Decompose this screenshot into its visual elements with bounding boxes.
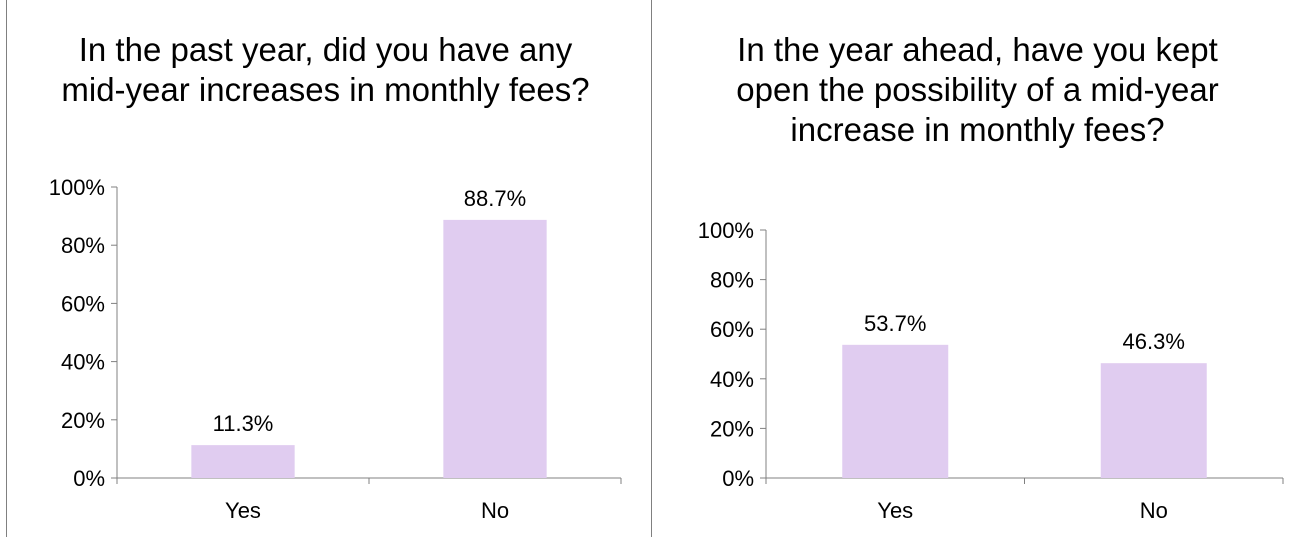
y-tick-label: 100%: [698, 218, 754, 243]
x-tick-label: Yes: [225, 498, 261, 523]
y-tick-label: 60%: [61, 291, 105, 316]
bar-chart: 0% 20% 40% 60% 80% 100% 53.7% Yes 46.3% No: [698, 218, 1284, 523]
data-label: 46.3%: [1123, 329, 1185, 354]
frame-left-border: [6, 0, 7, 537]
x-tick-label: Yes: [877, 498, 913, 523]
bar-chart: 0% 20% 40% 60% 80% 100% 11.3% Yes 88.7% No: [49, 175, 622, 523]
bar-yes: [191, 445, 295, 478]
y-tick-label: 100%: [49, 175, 105, 200]
data-label: 88.7%: [464, 186, 526, 211]
x-tick-label: No: [481, 498, 509, 523]
bar-no: [443, 219, 547, 478]
data-label: 53.7%: [864, 311, 926, 336]
y-tick-label: 0%: [722, 466, 754, 491]
chart-title: In the year ahead, have you kept open th…: [736, 31, 1219, 148]
y-tick-label: 80%: [710, 268, 754, 293]
y-tick-label: 20%: [710, 416, 754, 441]
bar-no: [1100, 363, 1207, 478]
y-tick-label: 80%: [61, 233, 105, 258]
y-tick-label: 60%: [710, 317, 754, 342]
y-tick-label: 40%: [710, 367, 754, 392]
y-tick-label: 20%: [61, 408, 105, 433]
frame-divider: [651, 0, 652, 537]
x-tick-label: No: [1140, 498, 1168, 523]
y-tick-label: 0%: [73, 466, 105, 491]
bar-yes: [842, 344, 949, 478]
chart-title: In the past year, did you have any mid-y…: [61, 31, 590, 108]
chart-panel-year-ahead: In the year ahead, have you kept open th…: [652, 0, 1303, 537]
chart-panel-past-year: In the past year, did you have any mid-y…: [0, 0, 651, 537]
data-label: 11.3%: [213, 411, 274, 436]
y-tick-label: 40%: [61, 350, 105, 375]
